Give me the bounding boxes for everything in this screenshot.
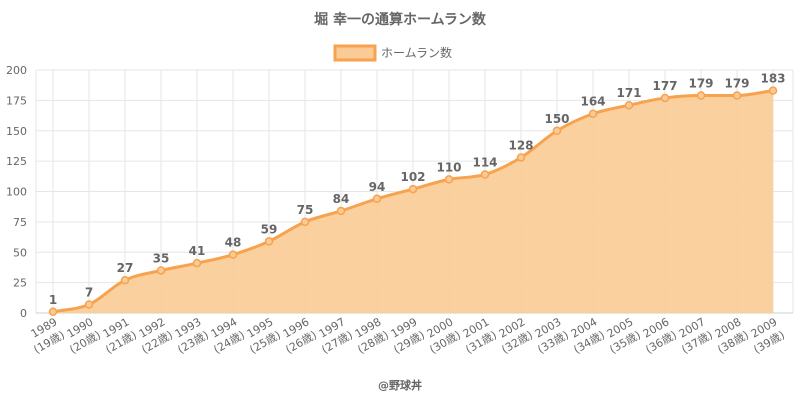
y-tick-label: 200: [6, 64, 27, 77]
data-point: [516, 153, 526, 162]
y-tick-label: 100: [6, 186, 27, 199]
x-tick-label: 2001(31歳): [461, 315, 499, 356]
x-tick-label: 2009(39歳): [749, 315, 787, 356]
data-label: 94: [369, 180, 386, 194]
x-tick-label: 2006(36歳): [641, 315, 679, 356]
data-point: [660, 93, 670, 103]
x-tick-label: 2002(32歳): [497, 315, 535, 356]
x-tick-label: 1998(28歳): [353, 315, 391, 356]
data-label: 7: [85, 285, 93, 299]
data-labels: 1 7 27 35 41 48 59 75 84 94 102 110 114 128 150 164 171 1…: [49, 72, 786, 307]
y-tick-label: 50: [13, 246, 27, 259]
data-label: 41: [189, 244, 206, 258]
x-tick-label: 2003(33歳): [533, 315, 571, 356]
data-point: [156, 266, 166, 275]
y-tick-label: 75: [13, 216, 27, 229]
data-label: 84: [333, 192, 350, 206]
data-point: [372, 194, 382, 204]
x-tick-label: 1996(26歳): [281, 315, 319, 356]
data-point: [192, 258, 202, 268]
data-point: [228, 250, 238, 259]
y-tick-label: 175: [6, 94, 27, 107]
data-point: [480, 170, 490, 179]
x-tick-label: 1999(29歳): [389, 315, 427, 356]
data-point: [696, 91, 706, 100]
legend-swatch: [333, 44, 377, 62]
x-axis: 1989(19歳)1990(20歳)1991(21歳)1992(22歳)1993…: [29, 315, 787, 356]
data-point: [120, 275, 130, 285]
x-tick-label: 1992(22歳): [137, 315, 175, 356]
data-label: 183: [760, 72, 785, 86]
data-label: 150: [544, 112, 569, 126]
x-tick-label: 2005(35歳): [605, 315, 643, 356]
data-label: 35: [153, 251, 170, 265]
data-label: 179: [688, 77, 713, 91]
data-label: 27: [117, 261, 134, 275]
data-point: [408, 184, 418, 194]
data-label: 102: [400, 170, 425, 184]
x-tick-label: 2008(38歳): [713, 315, 751, 356]
data-label: 179: [724, 77, 749, 91]
y-tick-label: 0: [20, 307, 27, 320]
legend[interactable]: ホームラン数: [333, 44, 452, 62]
data-point: [552, 126, 562, 135]
data-label: 177: [652, 79, 677, 93]
data-label: 75: [297, 203, 314, 217]
chart-title: 堀 幸一の通算ホームラン数: [314, 11, 487, 28]
y-tick-label: 150: [6, 125, 27, 138]
legend-label: ホームラン数: [381, 45, 452, 60]
data-label: 164: [580, 95, 605, 109]
data-label: 114: [472, 155, 497, 169]
y-axis: 0 25 50 75 100 125 150 175 200: [6, 64, 27, 320]
data-point: [588, 109, 598, 118]
x-tick-label: 1990(20歳): [65, 315, 103, 356]
data-point: [768, 86, 778, 95]
data-point: [732, 91, 742, 100]
x-tick-label: 1989(19歳): [29, 315, 67, 356]
x-tick-label: 1995(25歳): [245, 315, 283, 356]
data-label: 59: [261, 222, 278, 236]
x-tick-label: 2004(34歳): [569, 315, 607, 356]
data-point: [336, 206, 346, 216]
y-tick-label: 25: [13, 277, 27, 290]
data-label: 110: [436, 160, 461, 174]
data-point: [624, 100, 634, 110]
x-tick-label: 1991(21歳): [101, 315, 139, 356]
footer-credit: @野球丼: [378, 378, 422, 392]
data-label: 1: [49, 293, 57, 307]
x-tick-label: 1994(24歳): [209, 315, 247, 356]
plot-area: [48, 86, 778, 317]
data-point: [264, 237, 274, 246]
data-point: [444, 175, 454, 184]
data-label: 128: [508, 138, 533, 152]
data-label: 48: [225, 236, 242, 250]
data-point: [48, 307, 58, 317]
y-tick-label: 125: [6, 155, 27, 168]
data-label: 171: [616, 86, 641, 100]
x-tick-label: 2007(37歳): [677, 315, 715, 356]
x-tick-label: 2000(30歳): [425, 315, 463, 356]
x-tick-label: 1997(27歳): [317, 315, 355, 356]
data-point: [300, 217, 310, 227]
data-point: [84, 300, 94, 309]
x-tick-label: 1993(23歳): [173, 315, 211, 356]
